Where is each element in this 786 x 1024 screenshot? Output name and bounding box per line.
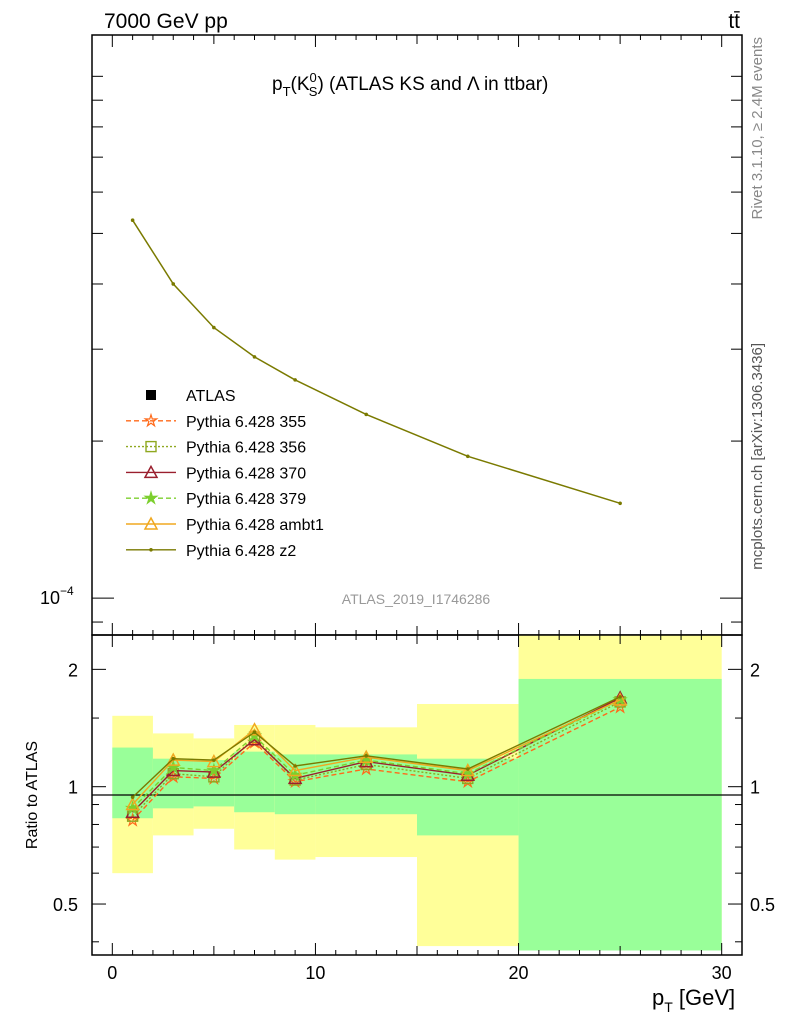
plot-title: pT(K0 S) (ATLAS KS and Λ in ttbar) — [272, 70, 548, 99]
rivet-version-label: Rivet 3.1.10, ≥ 2.4M events — [749, 37, 766, 220]
y-tick-label-left: 1 — [68, 778, 78, 798]
ratio-line-pythia-6-428-379 — [132, 699, 621, 809]
ratio-point-pythia-6-428-370 — [206, 764, 222, 778]
ratio-point-pythia-6-428-z2 — [130, 795, 135, 799]
series-line-pythia-6-428-z2 — [131, 219, 621, 505]
ratio-ticks-group: 0 10 20 30 0.5 0.5 1 1 2 2 — [53, 635, 775, 983]
ratio-point-pythia-6-428-370 — [460, 767, 476, 781]
ratio-series-group — [124, 690, 628, 827]
series-point-pythia-6-428-z2 — [293, 378, 297, 382]
legend-marker — [143, 490, 159, 505]
series-point-pythia-6-428-z2 — [171, 282, 176, 286]
ratio-point-pythia-6-428-355 — [124, 812, 141, 827]
legend-label: Pythia 6.428 ambt1 — [186, 517, 324, 534]
y-tick-label-right: 1 — [750, 778, 760, 798]
legend-marker — [149, 548, 153, 552]
x-tick-label: 10 — [305, 963, 325, 983]
legend-entry-pythia-6-428-355: Pythia 6.428 355 — [126, 412, 306, 431]
series-point-pythia-6-428-z2 — [212, 325, 216, 330]
ratio-point-pythia-6-428-ambt1 — [165, 752, 181, 766]
x-tick-label: 0 — [107, 963, 117, 983]
series-point-pythia-6-428-z2 — [252, 355, 257, 359]
ratio-line-pythia-6-428-370 — [132, 697, 621, 813]
legend-marker — [146, 390, 156, 400]
ratio-point-pythia-6-428-ambt1 — [206, 754, 222, 768]
ratio-line-pythia-6-428-z2 — [132, 696, 621, 798]
mcplots-label: mcplots.cern.ch [arXiv:1306.3436] — [749, 343, 766, 570]
y-axis-label: Ratio to ATLAS — [24, 741, 41, 849]
ratio-point-pythia-6-428-z2 — [252, 730, 257, 734]
analysis-watermark: ATLAS_2019_I1746286 — [342, 591, 491, 607]
ratio-point-pythia-6-428-ambt1 — [247, 722, 262, 736]
legend-entry-pythia-6-428-356: Pythia 6.428 356 — [126, 440, 306, 457]
x-tick-label: 20 — [509, 963, 529, 983]
legend-entry-pythia-6-428-379: Pythia 6.428 379 — [126, 490, 306, 508]
series-point-pythia-6-428-z2 — [364, 412, 369, 417]
legend-label: ATLAS — [186, 388, 236, 405]
ratio-point-pythia-6-428-379 — [612, 691, 628, 707]
ratio-point-pythia-6-428-z2 — [293, 764, 297, 768]
x-tick-label: 30 — [712, 963, 732, 983]
legend-label: Pythia 6.428 356 — [186, 440, 306, 457]
ratio-point-pythia-6-428-z2 — [171, 756, 176, 761]
header-energy-label: 7000 GeV pp — [104, 10, 228, 33]
legend-label: Pythia 6.428 379 — [186, 491, 306, 508]
legend-marker — [143, 412, 159, 428]
legend-label: Pythia 6.428 370 — [186, 465, 306, 482]
ratio-point-pythia-6-428-ambt1 — [460, 762, 476, 777]
ratio-point-pythia-6-428-z2 — [212, 758, 216, 762]
series-point-pythia-6-428-z2 — [618, 501, 622, 506]
legend-marker — [143, 516, 159, 530]
ratio-line-pythia-6-428-ambt1 — [132, 699, 621, 805]
series-point-pythia-6-428-z2 — [465, 454, 470, 459]
ratio-point-pythia-6-428-ambt1 — [125, 796, 140, 811]
y-tick-label-left: 2 — [68, 660, 78, 680]
ratio-point-pythia-6-428-z2 — [364, 754, 369, 758]
legend-entry-pythia-6-428-ambt1: Pythia 6.428 ambt1 — [126, 516, 324, 534]
legend-label: Pythia 6.428 z2 — [186, 543, 296, 560]
ratio-band-inner — [518, 678, 722, 951]
main-panel: 10−4 pT(K0 S) (ATLAS KS and Λ in ttbar) A… — [40, 34, 743, 636]
y-tick-label-1e-4: 10−4 — [40, 584, 74, 608]
ratio-point-pythia-6-428-z2 — [618, 695, 622, 699]
header-process-label: tt̄ — [728, 10, 740, 33]
ratio-band-inner — [234, 751, 275, 813]
main-series-group — [130, 218, 622, 506]
legend-entry-atlas: ATLAS — [146, 388, 236, 405]
legend-label: Pythia 6.428 355 — [186, 414, 306, 431]
y-tick-label-right: 2 — [750, 660, 760, 680]
legend-entry-pythia-6-428-370: Pythia 6.428 370 — [126, 464, 306, 482]
legend-marker — [145, 440, 157, 453]
legend-marker — [143, 464, 159, 479]
ratio-point-pythia-6-428-z2 — [465, 767, 470, 771]
ratio-point-pythia-6-428-ambt1 — [612, 692, 628, 706]
ratio-point-pythia-6-428-370 — [612, 690, 628, 704]
ratio-panel: 0 10 20 30 0.5 0.5 1 1 2 2 Ratio to ATLAS pT [GeV… — [24, 634, 775, 1015]
x-axis-label: pT [GeV] — [652, 985, 735, 1015]
series-point-pythia-6-428-z2 — [130, 218, 135, 223]
y-tick-label-left: 0.5 — [53, 895, 78, 915]
legend-entry-pythia-6-428-z2: Pythia 6.428 z2 — [126, 543, 296, 560]
ratio-point-pythia-6-428-379 — [206, 762, 222, 778]
ratio-point-pythia-6-428-ambt1 — [287, 762, 303, 777]
ratio-bands-group — [112, 635, 722, 951]
ratio-line-pythia-6-428-355 — [132, 706, 621, 821]
main-ticks-group — [91, 35, 743, 635]
y-tick-label-right: 0.5 — [750, 895, 775, 915]
legend: ATLAS Pythia 6.428 355 Pythia 6.428 356 Pyt… — [126, 388, 324, 560]
